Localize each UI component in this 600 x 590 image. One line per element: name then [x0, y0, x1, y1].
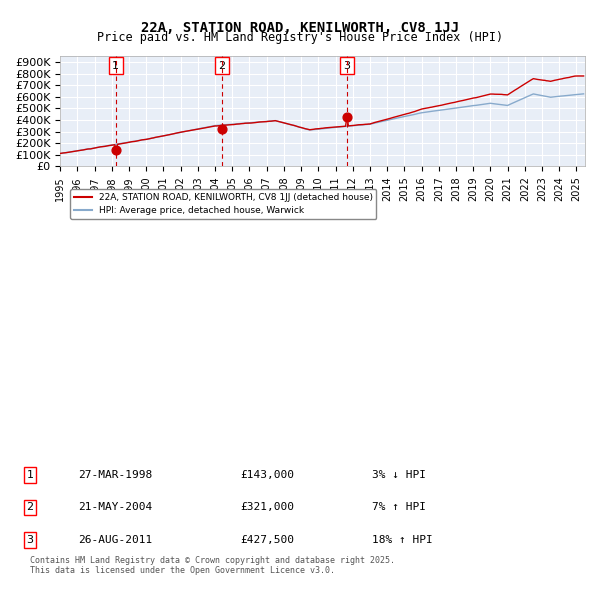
- Point: [111, 145, 121, 155]
- Text: 3: 3: [343, 61, 350, 71]
- Text: 21-MAY-2004: 21-MAY-2004: [78, 503, 152, 512]
- Text: 1: 1: [112, 61, 119, 71]
- Text: Price paid vs. HM Land Registry's House Price Index (HPI): Price paid vs. HM Land Registry's House …: [97, 31, 503, 44]
- Text: 7% ↑ HPI: 7% ↑ HPI: [372, 503, 426, 512]
- Text: £143,000: £143,000: [240, 470, 294, 480]
- Text: £427,500: £427,500: [240, 535, 294, 545]
- Point: [217, 124, 227, 134]
- Text: 3: 3: [26, 535, 34, 545]
- Text: 18% ↑ HPI: 18% ↑ HPI: [372, 535, 433, 545]
- Text: 2: 2: [26, 503, 34, 512]
- Text: 26-AUG-2011: 26-AUG-2011: [78, 535, 152, 545]
- Text: £321,000: £321,000: [240, 503, 294, 512]
- Text: 22A, STATION ROAD, KENILWORTH, CV8 1JJ: 22A, STATION ROAD, KENILWORTH, CV8 1JJ: [141, 21, 459, 35]
- Text: 1: 1: [26, 470, 34, 480]
- Text: 3% ↓ HPI: 3% ↓ HPI: [372, 470, 426, 480]
- Text: 27-MAR-1998: 27-MAR-1998: [78, 470, 152, 480]
- Point: [342, 112, 352, 122]
- Text: Contains HM Land Registry data © Crown copyright and database right 2025.
This d: Contains HM Land Registry data © Crown c…: [30, 556, 395, 575]
- Text: 2: 2: [218, 61, 226, 71]
- Legend: 22A, STATION ROAD, KENILWORTH, CV8 1JJ (detached house), HPI: Average price, det: 22A, STATION ROAD, KENILWORTH, CV8 1JJ (…: [70, 189, 376, 219]
